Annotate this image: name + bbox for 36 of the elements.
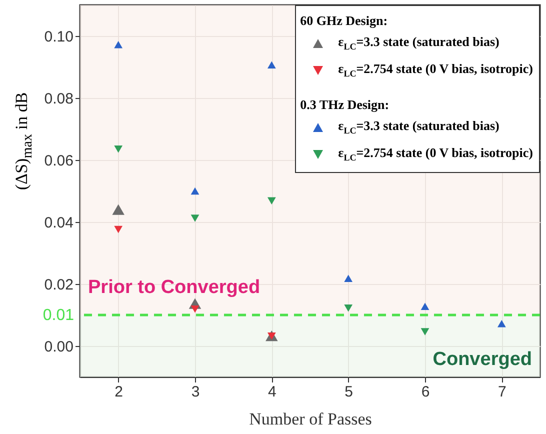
legend-label: ε$_{LC}$=2.754 state (0 V bias, isotropic) bbox=[337, 144, 533, 164]
point bbox=[114, 41, 123, 48]
y-tick-label: 0.08 bbox=[44, 90, 74, 108]
y-tick-label: 0.00 bbox=[44, 338, 74, 356]
point bbox=[344, 304, 353, 312]
x-tick-label: 2 bbox=[114, 384, 124, 400]
x-tick-label: 7 bbox=[498, 384, 506, 400]
ref-line-label: 0.01 bbox=[42, 307, 74, 324]
point bbox=[267, 61, 276, 68]
legend-label: ε$_{LC}$=2.754 state (0 V bias, isotropic) bbox=[337, 60, 533, 80]
x-tick-label: 3 bbox=[191, 384, 200, 400]
point bbox=[497, 320, 506, 328]
point bbox=[112, 204, 124, 215]
point bbox=[420, 302, 430, 310]
point bbox=[190, 214, 200, 222]
y-tick-label: 0.10 bbox=[44, 28, 74, 46]
y-tick-label: 0.02 bbox=[44, 276, 74, 294]
point bbox=[114, 226, 123, 234]
x-axis-title: Number of Passes bbox=[249, 410, 372, 428]
point bbox=[190, 187, 200, 195]
band-label: Converged bbox=[432, 349, 532, 370]
point bbox=[344, 274, 353, 282]
annotation: 60 GHz Design: bbox=[300, 12, 389, 30]
legend-label: ε$_{LC}$=3.3 state (saturated bias) bbox=[337, 33, 500, 54]
point bbox=[267, 197, 276, 205]
x-tick-label: 6 bbox=[421, 384, 430, 400]
legend-label: ε$_{LC}$=3.3 state (saturated bias) bbox=[337, 117, 500, 138]
point bbox=[190, 305, 200, 313]
point bbox=[114, 146, 123, 153]
annotation: 0.3 THz Design: bbox=[300, 96, 390, 114]
y-tick-label: 0.06 bbox=[44, 152, 74, 170]
x-tick-label: 5 bbox=[344, 384, 354, 400]
y-tick-label: 0.04 bbox=[44, 214, 74, 232]
band-label: Prior to Converged bbox=[88, 277, 260, 298]
x-tick-label: 4 bbox=[268, 384, 276, 400]
point bbox=[420, 328, 430, 336]
